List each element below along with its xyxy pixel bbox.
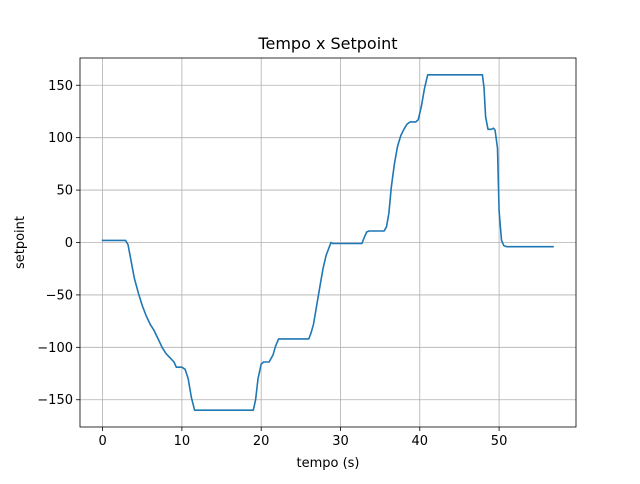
x-tick-label: 30	[332, 434, 349, 449]
ticks: 0 10 20 30 40 50 −150 −100 −50 0 50 100 150	[37, 79, 507, 449]
y-tick-label: −150	[37, 393, 73, 408]
series-layer	[101, 74, 554, 412]
y-tick-label: 50	[56, 184, 73, 199]
chart-title: Tempo x Setpoint	[257, 34, 397, 53]
y-axis-label: setpoint	[13, 216, 28, 269]
x-tick-label: 10	[174, 434, 191, 449]
grid	[80, 58, 576, 427]
y-tick-label: 150	[48, 79, 73, 94]
setpoint-series-line	[101, 74, 554, 412]
y-tick-label: 100	[48, 131, 73, 146]
y-tick-label: −50	[46, 288, 73, 303]
x-tick-label: 0	[98, 434, 106, 449]
x-tick-label: 40	[412, 434, 429, 449]
x-tick-label: 20	[253, 434, 270, 449]
x-axis-label: tempo (s)	[296, 456, 359, 471]
y-tick-label: 0	[65, 236, 73, 251]
x-tick-label: 50	[491, 434, 508, 449]
y-tick-label: −100	[37, 341, 73, 356]
